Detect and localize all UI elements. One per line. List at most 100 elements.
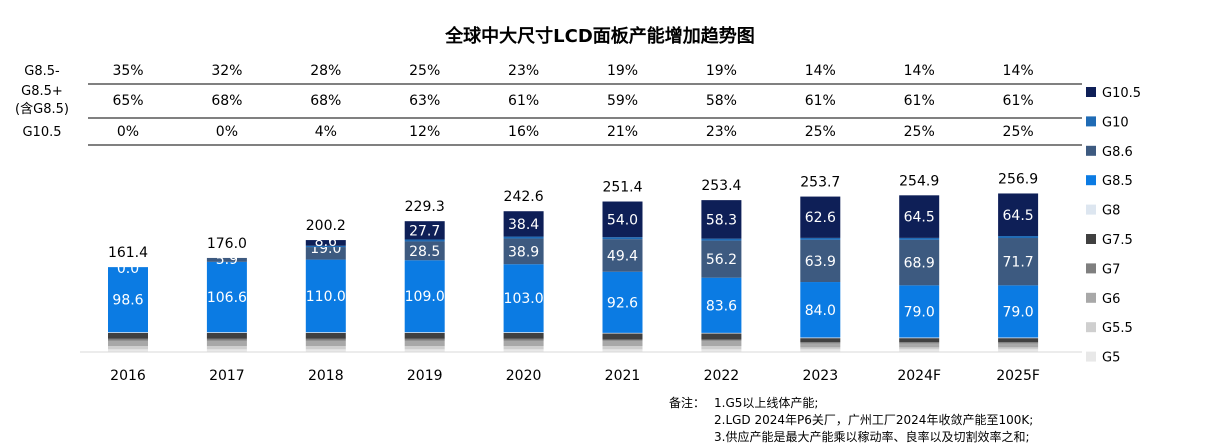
bar-segment: [404, 221, 445, 240]
bar-segment: [404, 340, 445, 347]
data-label: 103.0: [504, 291, 544, 307]
table-cell: 35%: [112, 63, 143, 79]
bar-segment: [800, 237, 841, 240]
bar-segment: [305, 259, 346, 333]
table-row-label: G8.5+: [21, 84, 63, 99]
x-tick-label: 2022: [704, 368, 740, 384]
legend: G10.5 G10 G8.6 G8.5 G8 G7.5 G7 G6 G5.5 G5: [1086, 86, 1141, 366]
bar-segment: [701, 240, 742, 278]
bar-segment: [404, 260, 445, 333]
bar-segment: [701, 277, 742, 333]
bar-segment: [404, 332, 445, 339]
table-cell: 68%: [310, 93, 341, 109]
bar-segment: [503, 346, 544, 350]
total-label: 229.3: [405, 199, 445, 215]
table-cell: 25%: [805, 124, 836, 140]
table-row-label: (含G8.5): [15, 101, 69, 117]
bar-segment: [701, 200, 742, 239]
data-label: 38.4: [508, 217, 539, 233]
bar-segment: [899, 239, 940, 286]
legend-label: G8: [1102, 204, 1120, 219]
bar-segment: [899, 343, 940, 348]
bar-segment: [998, 238, 1039, 286]
total-label: 242.6: [504, 189, 544, 205]
x-tick-label: 2024F: [897, 368, 941, 384]
bar-segment: [305, 340, 346, 347]
data-label: 79.0: [904, 304, 935, 320]
table-cell: 61%: [1003, 93, 1034, 109]
bar-segment: [701, 340, 742, 347]
legend-swatch: [1086, 87, 1096, 97]
data-label: 79.0: [1003, 304, 1034, 320]
data-label: 64.5: [1003, 208, 1034, 224]
x-tick-label: 2018: [308, 368, 344, 384]
bar-segment: [602, 340, 643, 347]
bar-area: 98.60.0161.42016106.65.9176.02017110.019…: [80, 171, 1082, 384]
bar-segment: [899, 285, 940, 338]
bar-segment: [206, 349, 247, 352]
bar-segment: [602, 333, 643, 340]
note-line: 3.供应产能是最大产能乘以稼动率、良率以及切割效率之和;: [714, 429, 1030, 444]
bar-segment: [998, 347, 1039, 350]
bar-segment: [998, 285, 1039, 338]
bar-segment: [800, 343, 841, 348]
table-cell: 68%: [211, 93, 242, 109]
table-cell: 14%: [1003, 63, 1034, 79]
data-label: 109.0: [405, 289, 445, 305]
data-label: 92.6: [607, 295, 638, 311]
table-cell: 4%: [315, 124, 337, 140]
data-label: 8.6: [315, 234, 337, 250]
bar-segment: [899, 338, 940, 343]
table-cell: 12%: [409, 124, 440, 140]
data-label: 28.5: [409, 244, 440, 260]
table-cell: 61%: [508, 93, 539, 109]
table-cell: 0%: [216, 124, 238, 140]
bar-segment: [108, 340, 148, 347]
total-label: 256.9: [998, 171, 1038, 187]
bar-segment: [998, 343, 1039, 348]
bar-segment: [800, 338, 841, 343]
bar-segment: [305, 338, 346, 341]
table-cell: 59%: [607, 93, 638, 109]
data-label: 63.9: [805, 254, 836, 270]
data-label: 38.9: [508, 244, 539, 260]
bar-segment: [800, 282, 841, 338]
bar-segment: [503, 340, 544, 347]
bar-segment: [108, 332, 148, 339]
bar-segment: [998, 349, 1039, 352]
bar-segment: [701, 332, 742, 334]
bar-segment: [503, 264, 544, 333]
legend-label: G5: [1102, 351, 1120, 366]
total-label: 251.4: [602, 180, 642, 196]
bar-segment: [998, 338, 1039, 343]
bar-segment: [701, 346, 742, 350]
x-tick-label: 2017: [209, 368, 245, 384]
legend-swatch: [1086, 145, 1096, 156]
table-cell: 61%: [904, 93, 935, 109]
share-table: G8.5- 35% 32% 28% 25% 23% 19% 19% 14% 14% 14% G8.5+…: [15, 63, 1082, 146]
bar-segment: [503, 332, 544, 333]
bar-segment: [800, 196, 841, 238]
table-cell: 23%: [508, 63, 539, 79]
data-label: 98.6: [112, 293, 143, 309]
notes: 备注： 1.G5以上线体产能; 2.LGD 2024年P6关厂，广州工厂2024…: [669, 395, 1033, 444]
table-cell: 25%: [904, 124, 935, 140]
bar-segment: [998, 236, 1039, 239]
data-label: 54.0: [607, 212, 638, 228]
bar-segment: [305, 240, 346, 246]
bar-segment: [899, 337, 940, 339]
legend-label: G10.5: [1102, 86, 1141, 101]
legend-swatch: [1086, 351, 1096, 362]
bar-segment: [899, 195, 940, 238]
data-label: 68.9: [904, 256, 935, 272]
table-cell: 16%: [508, 124, 539, 140]
total-label: 200.2: [306, 218, 346, 234]
bar-segment: [503, 349, 544, 352]
bar-segment: [108, 338, 148, 341]
bar-segment: [206, 332, 247, 333]
bar-segment: [602, 239, 643, 272]
note-line: 1.G5以上线体产能;: [714, 396, 818, 410]
table-row-label: G8.5-: [24, 64, 60, 79]
bar-segment: [899, 347, 940, 350]
